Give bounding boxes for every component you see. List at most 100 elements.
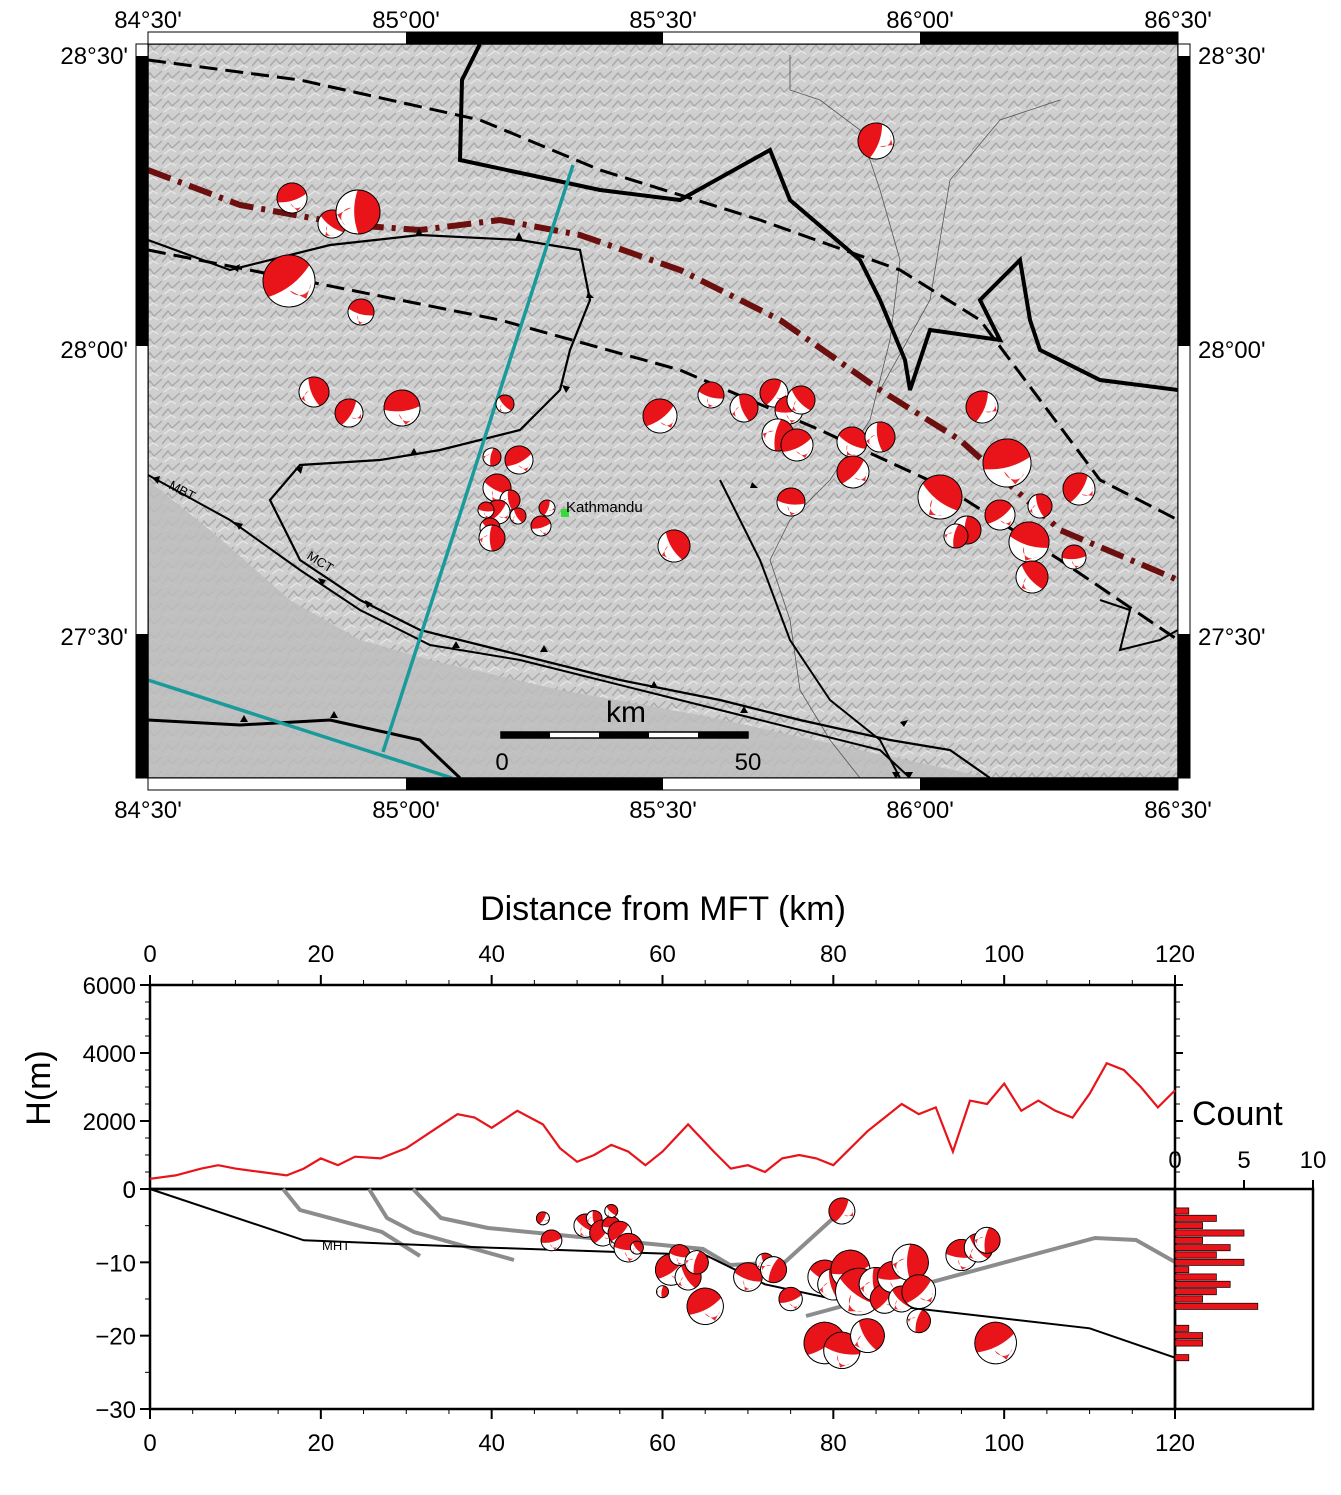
elevation-x-ticks: 0 20 40 60 80 100 120 <box>143 941 1195 985</box>
y-axis-label: H(m) <box>20 1050 58 1126</box>
fault-dashed-north <box>148 58 1178 522</box>
x-tick-label: 120 <box>1155 941 1195 968</box>
depth-event-beachball <box>733 1262 763 1292</box>
relief-map: 84°30' 85°00' 85°30' 86°00' 86°30' 84°30… <box>60 7 1265 824</box>
map-event-beachball <box>984 499 1016 531</box>
mbt-trace <box>148 474 911 778</box>
histogram-bar <box>1174 1302 1259 1310</box>
scale-end: 50 <box>735 749 762 776</box>
border-east <box>1099 599 1178 652</box>
histogram-bar <box>1174 1266 1190 1274</box>
mht-label: MHT <box>322 1238 350 1253</box>
depth-event-beachball <box>656 1285 669 1299</box>
histogram-bar <box>1174 1295 1203 1303</box>
histogram-bar <box>1174 1229 1245 1237</box>
x-tick-label: 20 <box>307 941 334 968</box>
map-event-beachball <box>478 524 506 552</box>
elevation-plot-frame <box>148 983 1177 1191</box>
lon-label-bottom: 86°00' <box>886 797 954 824</box>
depth-event-beachball <box>973 1226 1001 1254</box>
histogram-title: Count <box>1192 1095 1283 1133</box>
depth-y-ticks: 0 −10 −20 −30 <box>95 1177 150 1424</box>
histogram-bar <box>1174 1332 1203 1340</box>
count-histogram-panel: Count 0 5 10 <box>1168 1095 1326 1411</box>
lat-label-right: 28°30' <box>1198 43 1266 70</box>
histogram-bar <box>1174 1214 1217 1222</box>
map-event-beachball <box>509 507 527 525</box>
y-tick-label: −10 <box>95 1250 136 1277</box>
hist-tick-label: 0 <box>1168 1147 1181 1174</box>
lat-label-right: 27°30' <box>1198 624 1266 651</box>
depth-event-beachball <box>686 1287 724 1325</box>
kathmandu-label: Kathmandu <box>566 499 643 516</box>
lat-label-right: 28°00' <box>1198 337 1266 364</box>
depth-event-beachball <box>906 1308 931 1334</box>
depth-event-beachball <box>850 1318 885 1354</box>
map-event-beachball <box>495 394 515 414</box>
map-event-beachball <box>776 487 806 517</box>
y-tick-label: 2000 <box>83 1109 136 1136</box>
lon-label-top: 84°30' <box>114 7 182 34</box>
river-line <box>769 55 901 778</box>
map-event-beachball <box>1061 544 1087 570</box>
map-event-beachball <box>642 398 678 434</box>
map-event-beachball <box>538 499 556 517</box>
histogram-bar <box>1174 1354 1190 1362</box>
elevation-y-ticks: 0 2000 4000 6000 <box>83 973 1183 1204</box>
histogram-bar <box>1174 1207 1190 1215</box>
lon-label-bottom: 85°00' <box>372 797 440 824</box>
depth-event-beachball <box>540 1229 563 1252</box>
national-border <box>457 44 1178 392</box>
lon-label-top: 86°30' <box>1144 7 1212 34</box>
map-event-beachball <box>786 385 816 415</box>
y-tick-label: 0 <box>123 1177 136 1204</box>
map-focal-mechanisms <box>262 122 1096 594</box>
histogram-bar <box>1174 1339 1203 1347</box>
map-event-beachball <box>1062 472 1096 506</box>
scale-bar: km 0 50 <box>495 696 761 776</box>
kathmandu-marker <box>561 509 569 517</box>
lon-label-bottom: 86°30' <box>1144 797 1212 824</box>
elevation-profile-panel: Distance from MFT (km) H(m) 0 20 40 60 80 100… <box>20 890 1195 1204</box>
map-event-beachball <box>729 393 759 423</box>
profile-baseline <box>148 678 453 778</box>
lon-label-top: 86°00' <box>886 7 954 34</box>
lat-label-left: 28°00' <box>60 337 128 364</box>
depth-event-beachball <box>760 1256 787 1284</box>
x-tick-label: 80 <box>820 1430 847 1457</box>
scale-start: 0 <box>495 749 508 776</box>
terai-lowland <box>148 480 990 778</box>
depth-section-panel: 0 20 40 60 80 100 120 0 −10 −20 −30 MHT <box>95 1177 1195 1457</box>
map-event-beachball <box>982 438 1032 488</box>
x-tick-label: 60 <box>649 1430 676 1457</box>
x-tick-label: 40 <box>478 1430 505 1457</box>
map-event-beachball <box>298 376 330 408</box>
thrust-teeth <box>152 228 913 778</box>
lat-label-left: 27°30' <box>60 624 128 651</box>
river-line <box>879 99 1061 391</box>
scale-unit: km <box>606 696 646 729</box>
x-tick-label: 0 <box>143 1430 156 1457</box>
lon-label-bottom: 84°30' <box>114 797 182 824</box>
histogram-bars <box>1174 1207 1259 1362</box>
histogram-x-ticks: 0 5 10 <box>1168 1147 1326 1189</box>
map-event-beachball <box>530 515 552 537</box>
map-event-beachball <box>857 122 895 160</box>
histogram-bar <box>1174 1258 1245 1266</box>
depth-event-beachball <box>901 1274 937 1310</box>
x-tick-label: 80 <box>820 941 847 968</box>
map-graticule-border <box>135 31 1191 791</box>
map-event-beachball <box>1015 560 1049 594</box>
map-event-beachball <box>262 254 316 308</box>
map-event-beachball <box>477 501 495 519</box>
histogram-bar <box>1174 1251 1217 1259</box>
lat-label-left: 28°30' <box>60 43 128 70</box>
depth-event-beachball <box>778 1286 803 1312</box>
map-event-beachball <box>657 529 691 563</box>
y-tick-label: 6000 <box>83 973 136 1000</box>
map-event-beachball <box>917 474 963 520</box>
histogram-bar <box>1174 1244 1231 1252</box>
histogram-bar <box>1174 1273 1217 1281</box>
lon-label-top: 85°00' <box>372 7 440 34</box>
hist-tick-label: 10 <box>1300 1147 1327 1174</box>
